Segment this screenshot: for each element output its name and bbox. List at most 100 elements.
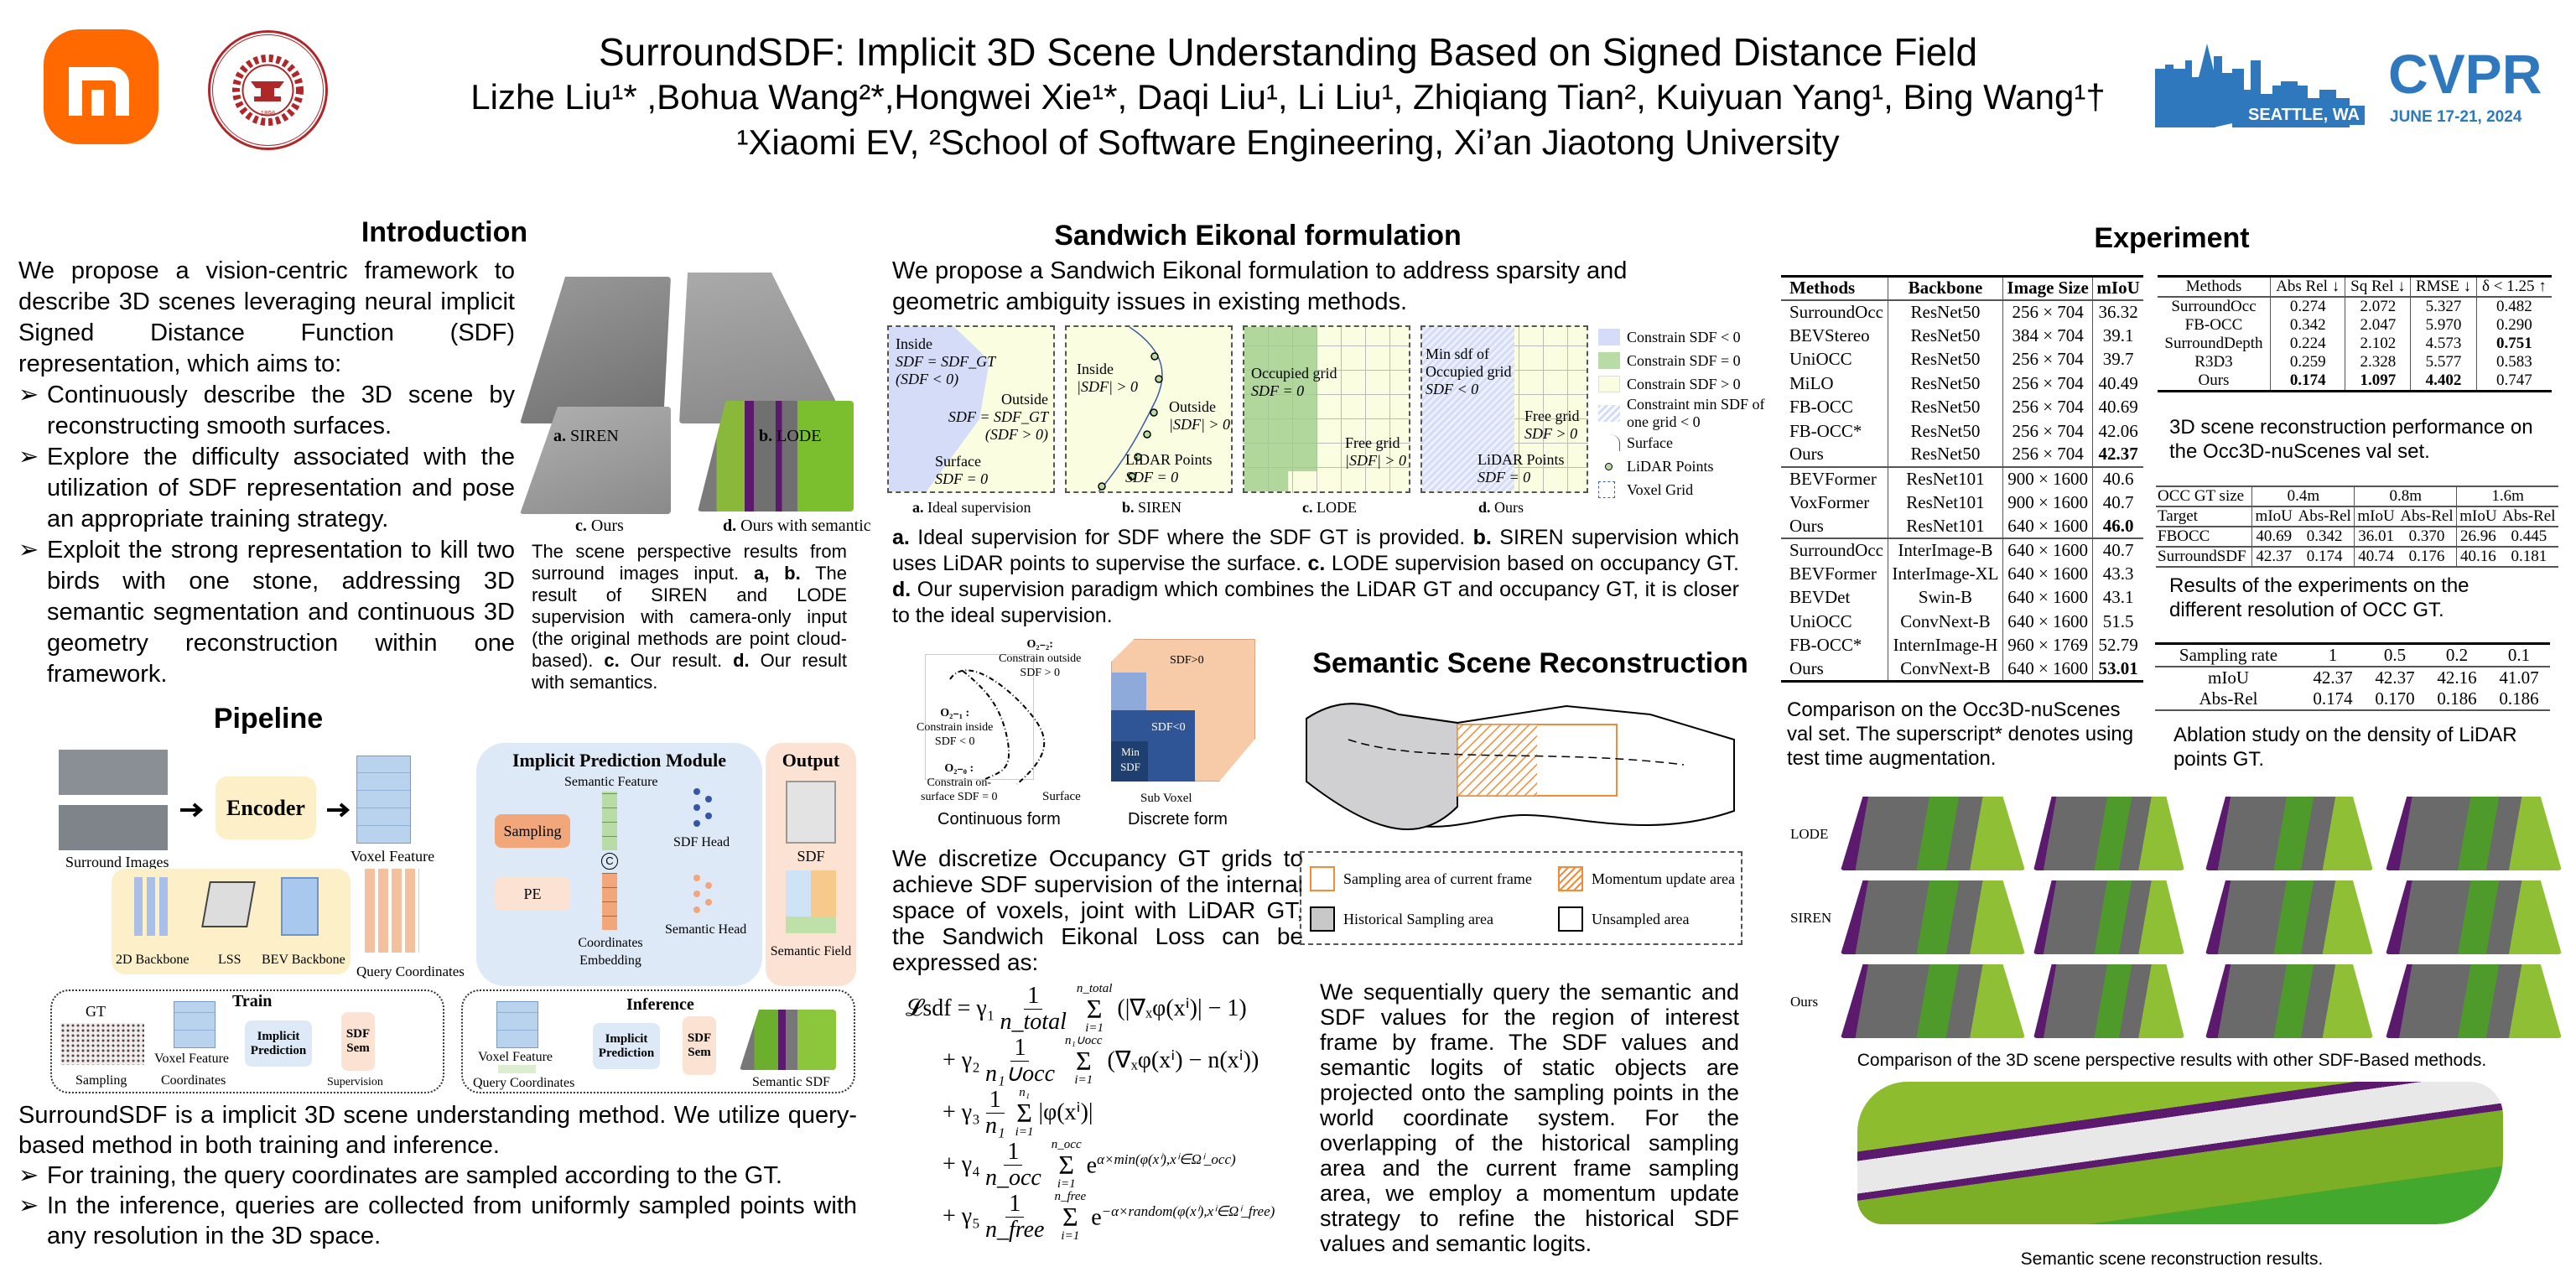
table-row: SurroundSDF 42.37 0.174 40.74 0.176 40.16 0.18… <box>2156 547 2558 567</box>
sandwich-heading: Sandwich Eikonal formulation <box>1054 220 1462 252</box>
o21-label: O₂₋₁ : Constrain inside SDF < 0 <box>917 707 994 748</box>
table-cell: 960 × 1769 <box>2002 633 2093 657</box>
table-cell: FB-OCC <box>1789 397 1853 418</box>
table-row: Ours ResNet101 640 × 1600 46.0 <box>1781 514 2143 538</box>
equation-exponent: α×min(φ(xⁱ),xⁱ∈Ωⁱ_occ) <box>1097 1150 1236 1167</box>
table-row: BEVDet Swin-B 640 × 1600 43.1 <box>1781 585 2143 610</box>
caption-text: LODE supervision based on occupancy GT. <box>1325 552 1739 575</box>
equation-body: (∇ₓφ(xⁱ) − n(xⁱ)) <box>1107 1047 1259 1073</box>
label-sem: Sem <box>346 1041 370 1055</box>
table-row: Ours 0.174 1.097 4.402 0.747 <box>2158 371 2552 392</box>
table-cell: 0.370 <box>2408 527 2445 545</box>
poster-title: SurroundSDF: Implicit 3D Scene Understan… <box>598 30 1978 74</box>
ideal-surface: Surface SDF = 0 <box>935 453 989 487</box>
reconstruction-table: Methods Abs Rel ↓ Sq Rel ↓ RMSE ↓ δ < 1.25 ↑… <box>2158 275 2552 392</box>
equation-fraction: 1 n_free <box>985 1192 1045 1242</box>
fraction-denominator: n_free <box>984 1216 1045 1243</box>
label-module: Implicit Prediction Module <box>512 750 727 771</box>
table-cell: 256 × 704 <box>2002 395 2093 419</box>
table-cell: 640 × 1600 <box>2002 657 2093 682</box>
table-cell: 0.482 <box>2475 297 2552 316</box>
label-train: Train <box>232 992 273 1010</box>
fraction-numerator: 1 <box>1004 1140 1023 1166</box>
comparison-result-image <box>1841 964 2025 1038</box>
table-cell: VoxFormer <box>1789 491 1870 512</box>
fraction-denominator: n₁∪occ <box>984 1060 1056 1087</box>
table-row: MiLO ResNet50 256 × 704 40.49 <box>1781 371 2143 396</box>
intro-bullet: Continuously describe the 3D scene by re… <box>18 380 515 442</box>
table-cell: UniOCC <box>1789 610 1852 631</box>
surround-images <box>59 750 168 850</box>
table-cell: 640 × 1600 <box>2002 585 2093 610</box>
pipeline-bullet: In the inference, queries are collected … <box>18 1191 857 1251</box>
fraction-numerator: 1 <box>1010 1036 1030 1062</box>
table-cell: 5.327 <box>2410 297 2477 316</box>
train-voxel-cube <box>174 1001 216 1048</box>
fraction-numerator: 1 <box>1005 1192 1025 1218</box>
label-sdf: SDF <box>797 848 825 865</box>
equation-exponent: −α×random(φ(xⁱ),xⁱ∈Ωⁱ_free) <box>1101 1202 1275 1219</box>
table-cell: 4.402 <box>2410 371 2477 392</box>
table-cell: 384 × 704 <box>2002 324 2093 348</box>
column-header: mIoU <box>2092 276 2143 300</box>
table-cell: BEVStereo <box>1789 325 1870 345</box>
table4-caption: Ablation study on the density of LiDAR p… <box>2174 724 2517 771</box>
cvpr-text: CVPR <box>2388 43 2542 105</box>
arrow-icon <box>180 802 204 818</box>
table-cell: Ours <box>1789 444 1824 465</box>
table-cell: ResNet50 <box>1887 347 2003 372</box>
table-cell: 0.445 <box>2511 527 2547 545</box>
table-cell: 2.102 <box>2345 335 2411 353</box>
table-cell: Sq Rel ↓ <box>2345 276 2411 297</box>
coordinates-embedding-bar <box>602 873 617 930</box>
table-cell: ResNet50 <box>1887 418 2003 444</box>
table-cell: mIoU <box>2456 506 2500 527</box>
table-cell: 43.1 <box>2092 585 2143 610</box>
implicit-prediction-module: Implicit Prediction Module Semantic Feat… <box>476 743 762 986</box>
table-cell: 53.01 <box>2092 657 2143 682</box>
intro-bullets: Continuously describe the 3D scene by re… <box>18 380 515 690</box>
legend-item: LiDAR Points <box>1598 454 1774 478</box>
table-row: Ours ResNet50 256 × 704 42.37 <box>1781 443 2143 467</box>
table-row: FB-OCC* ResNet50 256 × 704 42.06 <box>1781 418 2143 444</box>
label-min-sdf: Min SDF <box>1120 745 1140 773</box>
train-box: Train GT Voxel Feature Sampling Coordina… <box>50 989 444 1093</box>
gt-point-cloud <box>60 1023 144 1065</box>
label-sampling: Sampling <box>503 822 562 839</box>
table-cell: Abs-Rel <box>2502 507 2556 525</box>
min-sdf-region <box>1422 327 1514 491</box>
sandwich-intro-text: We propose a Sandwich Eikonal formulatio… <box>892 257 1628 315</box>
min-sdf-voxel <box>1111 741 1148 782</box>
table-cell: 5.970 <box>2410 316 2477 335</box>
table-cell: 1.6m <box>2456 486 2558 506</box>
table-cell: Ours <box>1789 657 1824 678</box>
bev-backbone-icon <box>281 877 319 936</box>
semantic-reconstruction-result-image <box>1857 1082 2503 1224</box>
table-cell: InternImage-H <box>1887 633 2003 657</box>
sdf-output-icon <box>786 781 836 844</box>
xjtu-seal-logo: 1896 <box>207 29 329 151</box>
caption-bold: b. <box>1472 526 1492 549</box>
table-cell: ResNet50 <box>1887 443 2003 467</box>
caption-text: Our result. <box>619 650 734 671</box>
table-cell: SurroundSDF <box>2158 548 2246 565</box>
sum-sign: Σ <box>1075 1046 1092 1076</box>
supervision-legend: Constrain SDF < 0 Constrain SDF = 0 Cons… <box>1598 325 1774 501</box>
label-inference: Inference <box>626 995 694 1014</box>
equation-fraction: 1 n₁ <box>985 1088 1005 1138</box>
inference-implicit-prediction-box: Implicit Prediction <box>593 1023 660 1069</box>
label-lss: LSS <box>218 953 242 967</box>
sum-upper: n_occ <box>1051 1138 1082 1151</box>
light-blue-voxel <box>1111 673 1146 710</box>
table-cell: mIoU <box>2354 506 2397 527</box>
caption-text: The result of SIREN and LODE supervision… <box>532 563 848 671</box>
table-cell: 0.8m <box>2354 486 2457 506</box>
table-row: SurroundOcc ResNet50 256 × 704 36.32 <box>1781 299 2143 325</box>
comparison-result-image <box>2205 797 2373 870</box>
table-cell: 0.274 <box>2269 297 2345 316</box>
